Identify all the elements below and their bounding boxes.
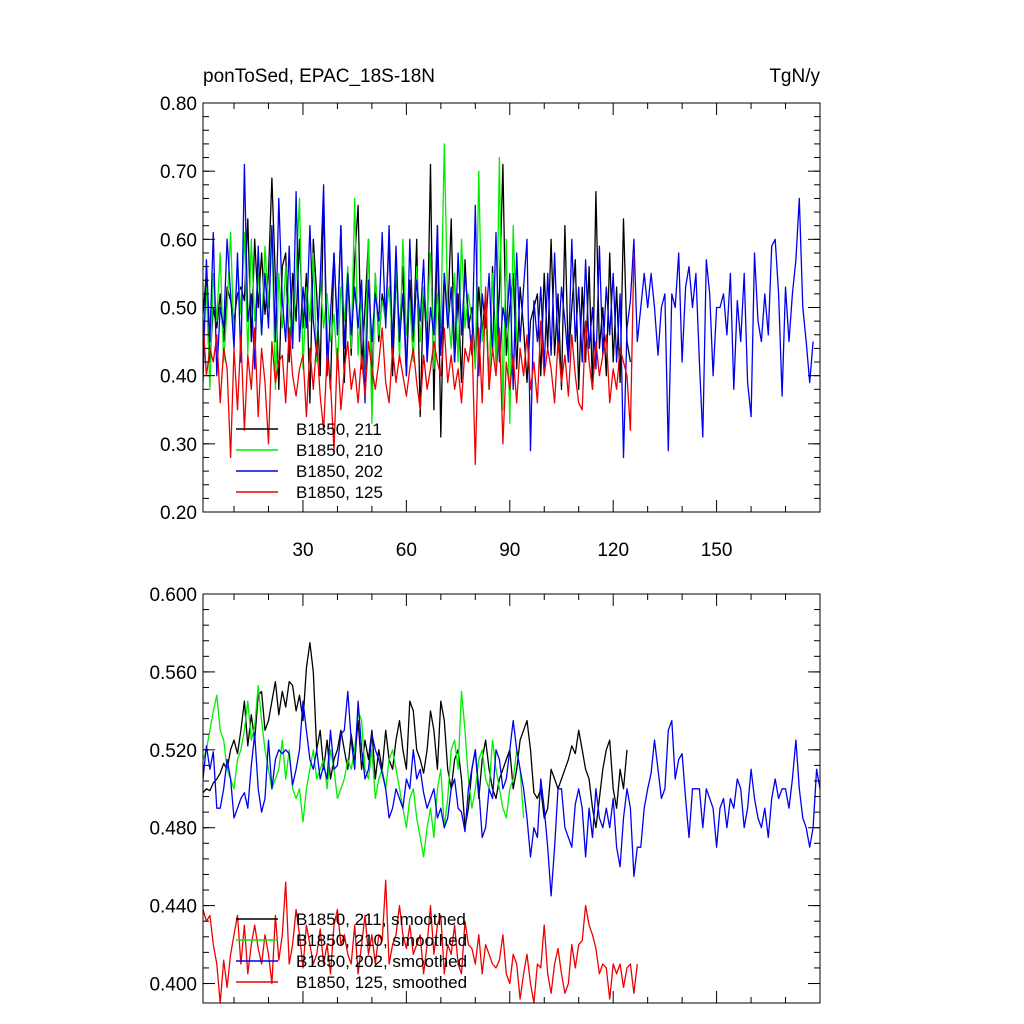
x-tick-label: 150	[701, 540, 733, 561]
series-line-1	[203, 684, 525, 858]
y-tick-label: 0.50	[160, 299, 197, 320]
y-tick-label: 0.600	[149, 585, 197, 606]
bottom-legend: B1850, 211, smoothed B1850, 210, smoothed…	[236, 910, 467, 992]
series-line-2	[203, 690, 820, 897]
bottom-series-group	[203, 642, 820, 1003]
y-tick-label: 0.40	[160, 367, 197, 388]
units-label: TgN/y	[769, 66, 820, 87]
x-tick-label: 60	[396, 540, 417, 561]
x-tick-label: 30	[292, 540, 313, 561]
series-line-0	[203, 642, 628, 829]
y-tick-label: 0.80	[160, 94, 197, 115]
y-tick-label: 0.560	[149, 663, 197, 684]
x-tick-label: 120	[597, 540, 629, 561]
legend-label: B1850, 125, smoothed	[296, 973, 467, 992]
top-plot-frame	[202, 102, 821, 513]
x-tick-label: 90	[499, 540, 520, 561]
top-legend: B1850, 211 B1850, 210 B1850, 202 B1850, 125	[236, 420, 383, 502]
legend-label: B1850, 210, smoothed	[296, 931, 467, 950]
legend-label: B1850, 211	[296, 420, 382, 439]
legend-label: B1850, 210	[296, 441, 383, 460]
bottom-axis-ticks: 0.600 0.560 0.520 0.480 0.440 0.400	[149, 585, 820, 1003]
chart-title: ponToSed, EPAC_18S-18N	[203, 66, 435, 87]
top-panel: ponToSed, EPAC_18S-18N TgN/y 0.80 0.70 0.6…	[160, 66, 821, 561]
legend-label: B1850, 202	[296, 462, 383, 481]
y-tick-label: 0.20	[160, 503, 197, 524]
legend-label: B1850, 125	[296, 483, 383, 502]
top-axis-ticks: 0.80 0.70 0.60 0.50 0.40 0.30 0.20 30 60 90 120 150	[160, 94, 820, 561]
y-tick-label: 0.520	[149, 741, 197, 762]
legend-label: B1850, 211, smoothed	[296, 910, 466, 929]
y-tick-label: 0.440	[149, 897, 197, 918]
series-line-2	[203, 163, 814, 459]
series-line-1	[203, 143, 518, 425]
y-tick-label: 0.70	[160, 162, 197, 183]
legend-label: B1850, 202, smoothed	[296, 952, 467, 971]
top-series-group	[203, 143, 814, 465]
y-tick-label: 0.400	[149, 975, 197, 996]
series-line-3	[203, 252, 635, 465]
y-tick-label: 0.30	[160, 435, 197, 456]
bottom-panel: 0.600 0.560 0.520 0.480 0.440 0.400 B1850, 21…	[149, 585, 821, 1004]
y-tick-label: 0.480	[149, 819, 197, 840]
series-line-3	[203, 879, 638, 1003]
y-tick-label: 0.60	[160, 230, 197, 251]
bottom-plot-frame	[202, 593, 821, 1004]
